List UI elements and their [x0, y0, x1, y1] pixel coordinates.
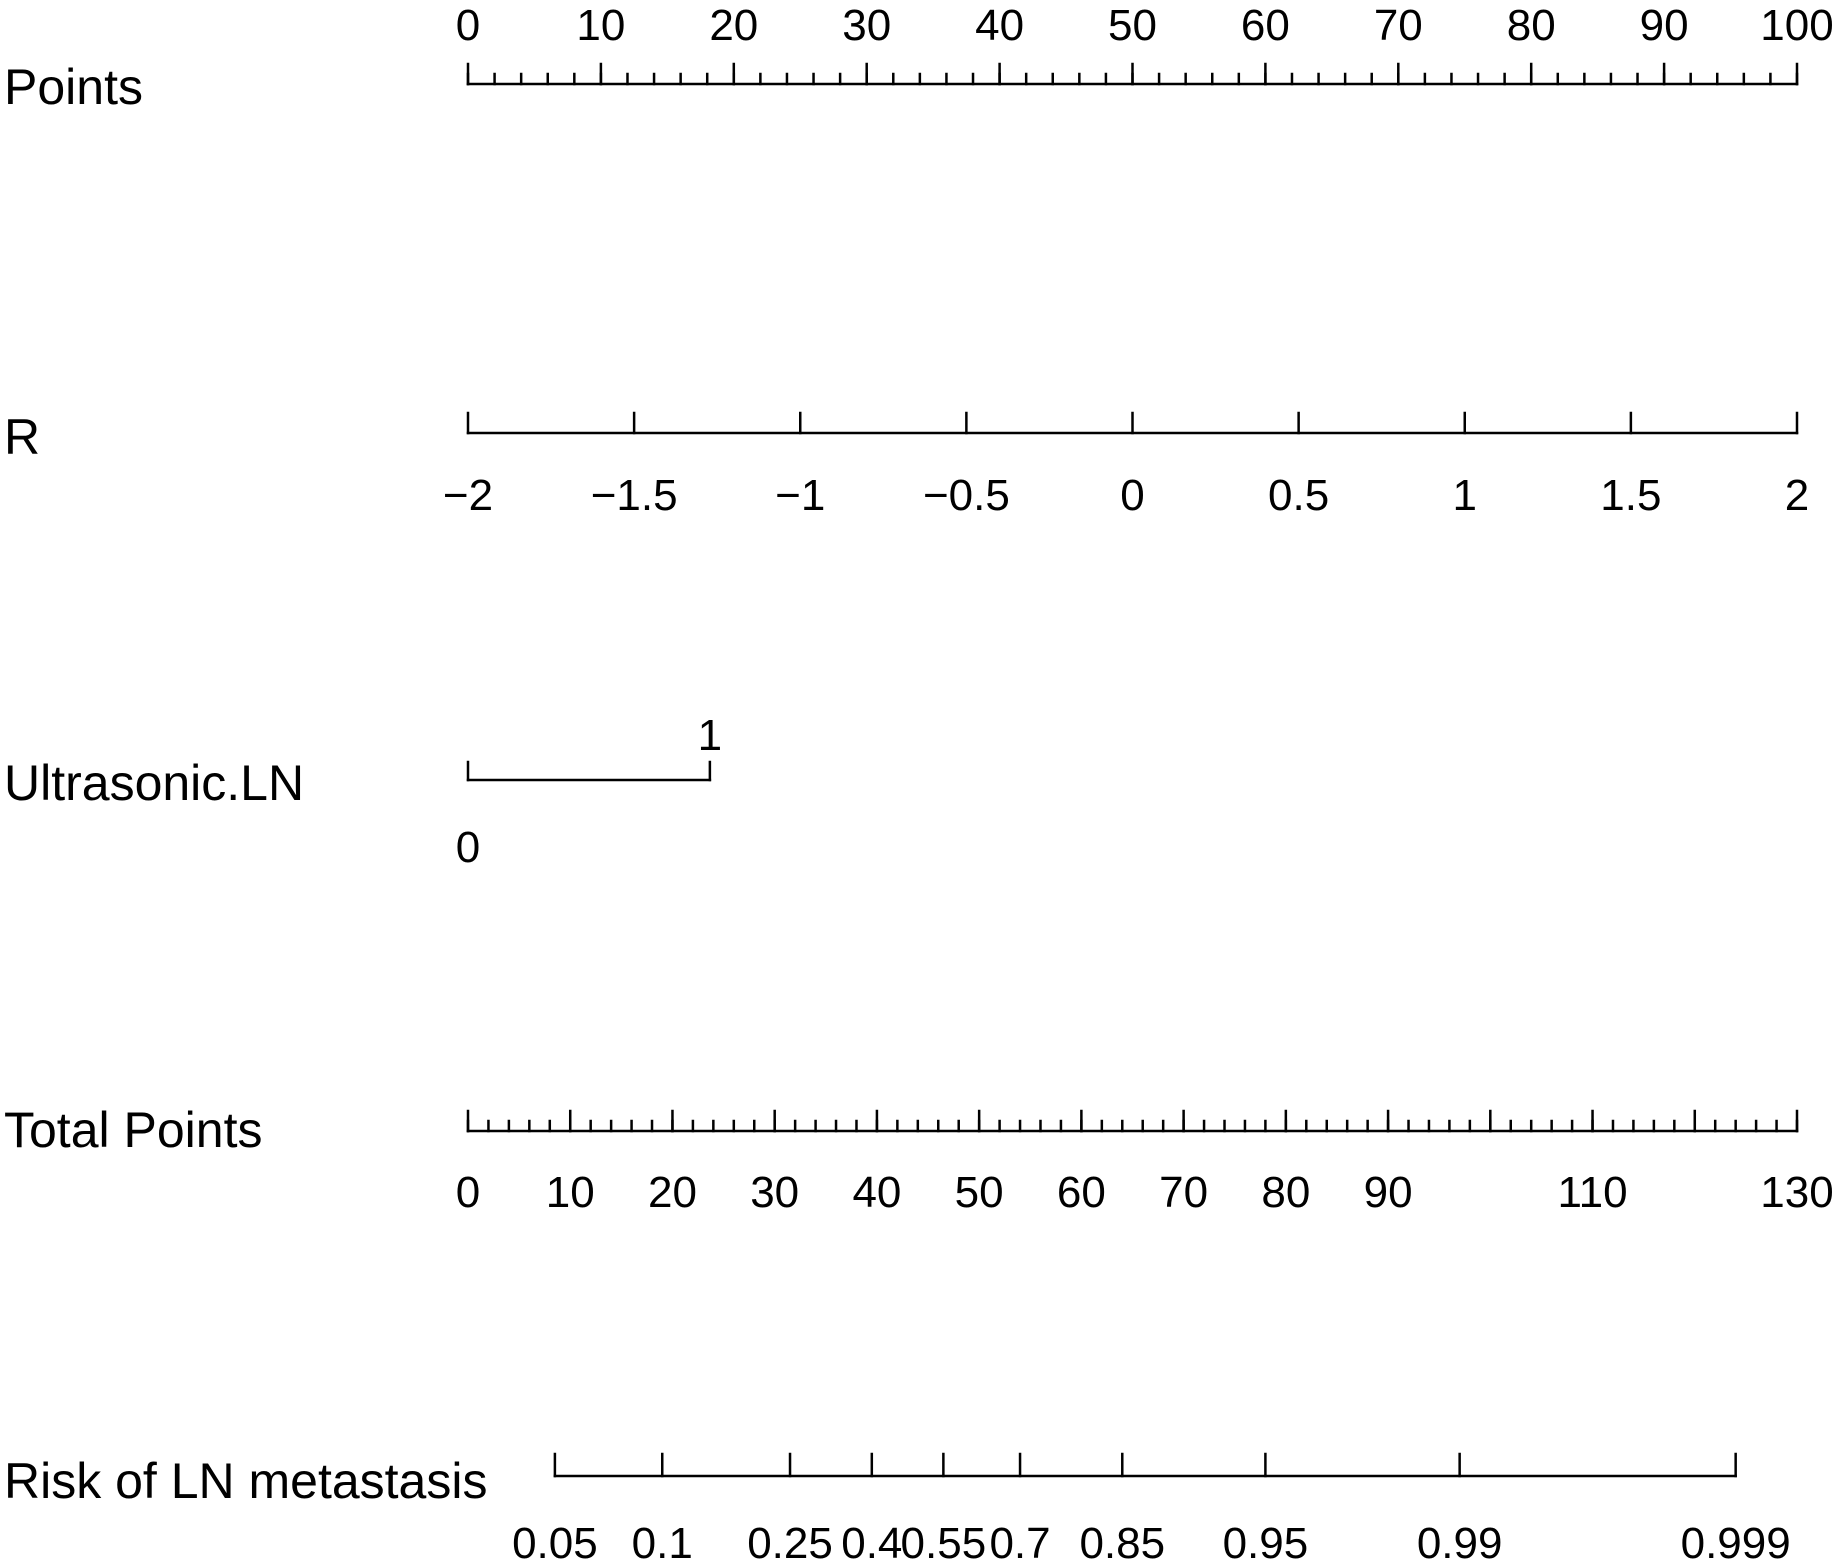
- r-tick-label: 0: [1120, 471, 1144, 520]
- points-tick-label: 60: [1241, 1, 1290, 50]
- total-points-tick-label: 110: [1557, 1168, 1627, 1217]
- points-tick-label: 100: [1760, 1, 1833, 50]
- r-tick-label: −2: [443, 471, 493, 520]
- row-label-r: R: [4, 409, 40, 465]
- points-tick-label: 20: [709, 1, 758, 50]
- total-points-tick-label: 10: [546, 1168, 595, 1217]
- axes: 0 10 20 30 40 50 60 70 80 90 100−2 −1.5 −1 −0.5 0 0.5 1 1…: [443, 1, 1834, 1562]
- total-points-tick-label: 90: [1364, 1168, 1413, 1217]
- total-points-tick-label: 0: [456, 1168, 480, 1217]
- row-label-risk: Risk of LN metastasis: [4, 1453, 487, 1509]
- risk-of-ln-metastasis-tick-label: 0.7: [989, 1519, 1050, 1562]
- total-points-tick-label: 50: [955, 1168, 1004, 1217]
- risk-of-ln-metastasis-tick-label: 0.999: [1681, 1519, 1791, 1562]
- points-tick-label: 70: [1374, 1, 1423, 50]
- ultrasonic-ln-tick-label: 1: [698, 711, 722, 760]
- r-tick-label: 1.5: [1600, 471, 1661, 520]
- r-tick-label: 1: [1453, 471, 1477, 520]
- row-label-total-points: Total Points: [4, 1102, 262, 1158]
- points-tick-label: 0: [456, 1, 480, 50]
- points-tick-label: 40: [975, 1, 1024, 50]
- total-points-tick-label: 40: [852, 1168, 901, 1217]
- risk-of-ln-metastasis-tick-label: 0.99: [1417, 1519, 1503, 1562]
- r-tick-label: −0.5: [923, 471, 1010, 520]
- points-tick-label: 80: [1507, 1, 1556, 50]
- risk-of-ln-metastasis-tick-label: 0.05: [512, 1519, 598, 1562]
- total-points-tick-label: 30: [750, 1168, 799, 1217]
- row-labels: Points R Ultrasonic.LN Total Points Risk…: [4, 59, 487, 1509]
- r-tick-label: 2: [1785, 471, 1809, 520]
- points-tick-label: 30: [842, 1, 891, 50]
- risk-of-ln-metastasis-tick-label: 0.4: [841, 1519, 902, 1562]
- risk-of-ln-metastasis-tick-label: 0.55: [901, 1519, 987, 1562]
- ultrasonic-ln-tick-label: 0: [456, 823, 480, 872]
- r-tick-label: −1.5: [591, 471, 678, 520]
- row-label-points: Points: [4, 59, 143, 115]
- total-points-tick-label: 70: [1159, 1168, 1208, 1217]
- risk-of-ln-metastasis-tick-label: 0.1: [632, 1519, 693, 1562]
- points-tick-label: 90: [1640, 1, 1689, 50]
- r-tick-label: 0.5: [1268, 471, 1329, 520]
- risk-of-ln-metastasis-tick-label: 0.85: [1079, 1519, 1165, 1562]
- points-tick-label: 50: [1108, 1, 1157, 50]
- risk-of-ln-metastasis-tick-label: 0.25: [747, 1519, 833, 1562]
- total-points-tick-label: 20: [648, 1168, 697, 1217]
- r-tick-label: −1: [775, 471, 825, 520]
- points-tick-label: 10: [576, 1, 625, 50]
- risk-of-ln-metastasis-tick-label: 0.95: [1223, 1519, 1309, 1562]
- total-points-tick-label: 130: [1760, 1168, 1833, 1217]
- total-points-tick-label: 80: [1261, 1168, 1310, 1217]
- total-points-tick-label: 60: [1057, 1168, 1106, 1217]
- row-label-ultrasonic-ln: Ultrasonic.LN: [4, 755, 304, 811]
